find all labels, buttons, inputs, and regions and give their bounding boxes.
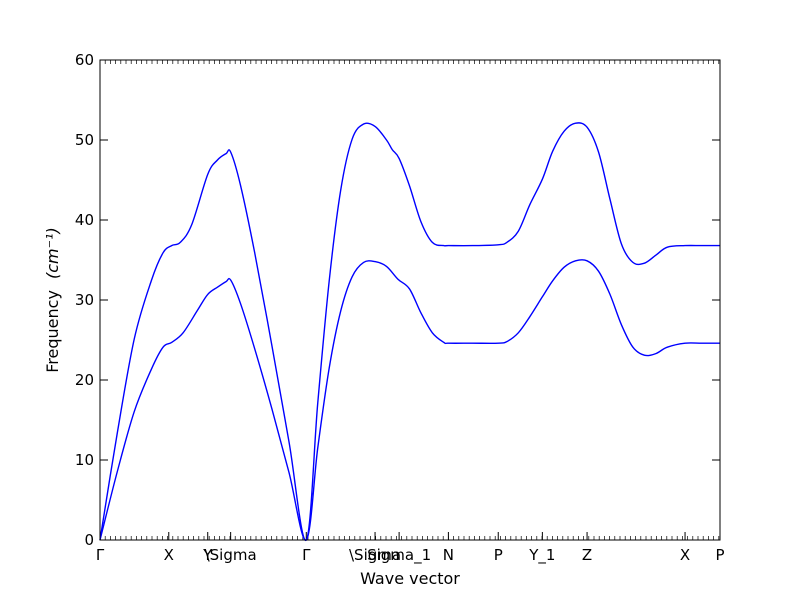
y-tick-label: 0 bbox=[84, 531, 94, 549]
x-tick-label: Y_1 bbox=[528, 546, 555, 565]
band-line-1 bbox=[99, 259, 720, 541]
y-tick-label: 30 bbox=[75, 291, 94, 309]
y-axis-label-text: Frequency bbox=[43, 290, 62, 373]
plot-frame bbox=[99, 59, 721, 541]
x-tick-label: \Sigma bbox=[349, 546, 401, 564]
major-ticks bbox=[99, 59, 721, 541]
y-tick-label: 10 bbox=[75, 451, 94, 469]
x-tick-label: Z bbox=[582, 546, 592, 564]
x-tick-label: Sigma_1 bbox=[367, 546, 431, 565]
x-tick-label: N bbox=[443, 546, 454, 564]
x-tick-label: P bbox=[715, 546, 724, 564]
minor-ticks bbox=[99, 60, 720, 540]
y-tick-label: 50 bbox=[75, 131, 94, 149]
y-tick-label: 20 bbox=[75, 371, 94, 389]
y-tick-label: 60 bbox=[75, 51, 94, 69]
x-tick-label: Γ bbox=[302, 546, 311, 564]
x-tick-label: Y bbox=[202, 546, 213, 564]
x-tick-label: Γ bbox=[96, 546, 105, 564]
series-layer bbox=[99, 122, 720, 541]
y-axis-label: Frequency (cm⁻¹) bbox=[43, 227, 62, 372]
x-tick-label: X bbox=[680, 546, 690, 564]
x-tick-label: X bbox=[164, 546, 174, 564]
y-tick-label: 40 bbox=[75, 211, 94, 229]
x-tick-label: \Sigma bbox=[205, 546, 257, 564]
x-axis-label: Wave vector bbox=[360, 569, 460, 588]
y-tick-labels: 0 10 20 30 40 50 60 bbox=[75, 51, 94, 549]
y-axis-label-unit: (cm⁻¹) bbox=[43, 227, 62, 279]
x-tick-label: P bbox=[494, 546, 503, 564]
band-line-2 bbox=[99, 122, 720, 541]
